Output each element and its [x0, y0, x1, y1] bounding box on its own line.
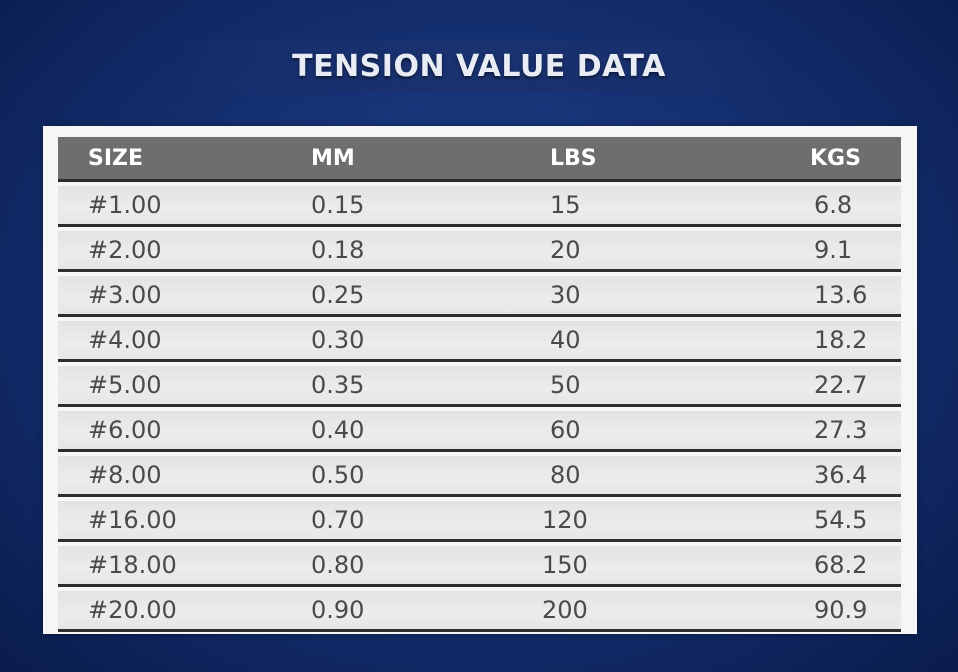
table-row: #4.00 0.30 40 18.2: [58, 320, 901, 362]
cell-size: #2.00: [88, 235, 162, 264]
cell-size: #5.00: [88, 370, 162, 399]
title-banner: TENSION VALUE DATA: [185, 40, 773, 92]
table-row: #16.00 0.70 120 54.5: [58, 500, 901, 542]
header-size: SIZE: [88, 145, 144, 171]
cell-mm: 0.25: [311, 280, 365, 309]
cell-mm: 0.30: [311, 325, 365, 354]
cell-lbs: 50: [550, 370, 581, 399]
cell-lbs: 15: [550, 190, 581, 219]
cell-size: #1.00: [88, 190, 162, 219]
tension-table: SIZE MM LBS KGS #1.00 0.15 15 6.8 #2.00 …: [58, 137, 901, 632]
table-row: #5.00 0.35 50 22.7: [58, 365, 901, 407]
table-row: #18.00 0.80 150 68.2: [58, 545, 901, 587]
cell-lbs: 80: [550, 460, 581, 489]
cell-mm: 0.80: [311, 550, 365, 579]
table-header-row: SIZE MM LBS KGS: [58, 137, 901, 182]
cell-kgs: 27.3: [814, 415, 868, 444]
cell-mm: 0.18: [311, 235, 365, 264]
table-row: #20.00 0.90 200 90.9: [58, 590, 901, 632]
cell-mm: 0.15: [311, 190, 365, 219]
cell-mm: 0.35: [311, 370, 365, 399]
table-row: #8.00 0.50 80 36.4: [58, 455, 901, 497]
cell-mm: 0.90: [311, 595, 365, 624]
cell-size: #4.00: [88, 325, 162, 354]
table-row: #2.00 0.18 20 9.1: [58, 230, 901, 272]
cell-kgs: 13.6: [814, 280, 868, 309]
cell-lbs: 30: [550, 280, 581, 309]
cell-size: #3.00: [88, 280, 162, 309]
cell-size: #20.00: [88, 595, 177, 624]
cell-kgs: 54.5: [814, 505, 868, 534]
cell-mm: 0.40: [311, 415, 365, 444]
table-row: #3.00 0.25 30 13.6: [58, 275, 901, 317]
page-title: TENSION VALUE DATA: [292, 48, 666, 84]
cell-lbs: 150: [542, 550, 588, 579]
table-row: #6.00 0.40 60 27.3: [58, 410, 901, 452]
cell-kgs: 9.1: [814, 235, 853, 264]
cell-size: #18.00: [88, 550, 177, 579]
cell-lbs: 120: [542, 505, 588, 534]
cell-mm: 0.50: [311, 460, 365, 489]
header-kgs: KGS: [810, 145, 861, 171]
cell-kgs: 6.8: [814, 190, 853, 219]
cell-kgs: 18.2: [814, 325, 868, 354]
cell-kgs: 22.7: [814, 370, 868, 399]
header-lbs: LBS: [550, 145, 597, 171]
cell-size: #6.00: [88, 415, 162, 444]
table-row: #1.00 0.15 15 6.8: [58, 185, 901, 227]
cell-lbs: 20: [550, 235, 581, 264]
cell-kgs: 36.4: [814, 460, 868, 489]
cell-mm: 0.70: [311, 505, 365, 534]
cell-lbs: 40: [550, 325, 581, 354]
cell-lbs: 60: [550, 415, 581, 444]
cell-size: #8.00: [88, 460, 162, 489]
header-mm: MM: [311, 145, 355, 171]
cell-kgs: 90.9: [814, 595, 868, 624]
cell-size: #16.00: [88, 505, 177, 534]
table-panel: SIZE MM LBS KGS #1.00 0.15 15 6.8 #2.00 …: [43, 126, 917, 634]
cell-lbs: 200: [542, 595, 588, 624]
cell-kgs: 68.2: [814, 550, 868, 579]
